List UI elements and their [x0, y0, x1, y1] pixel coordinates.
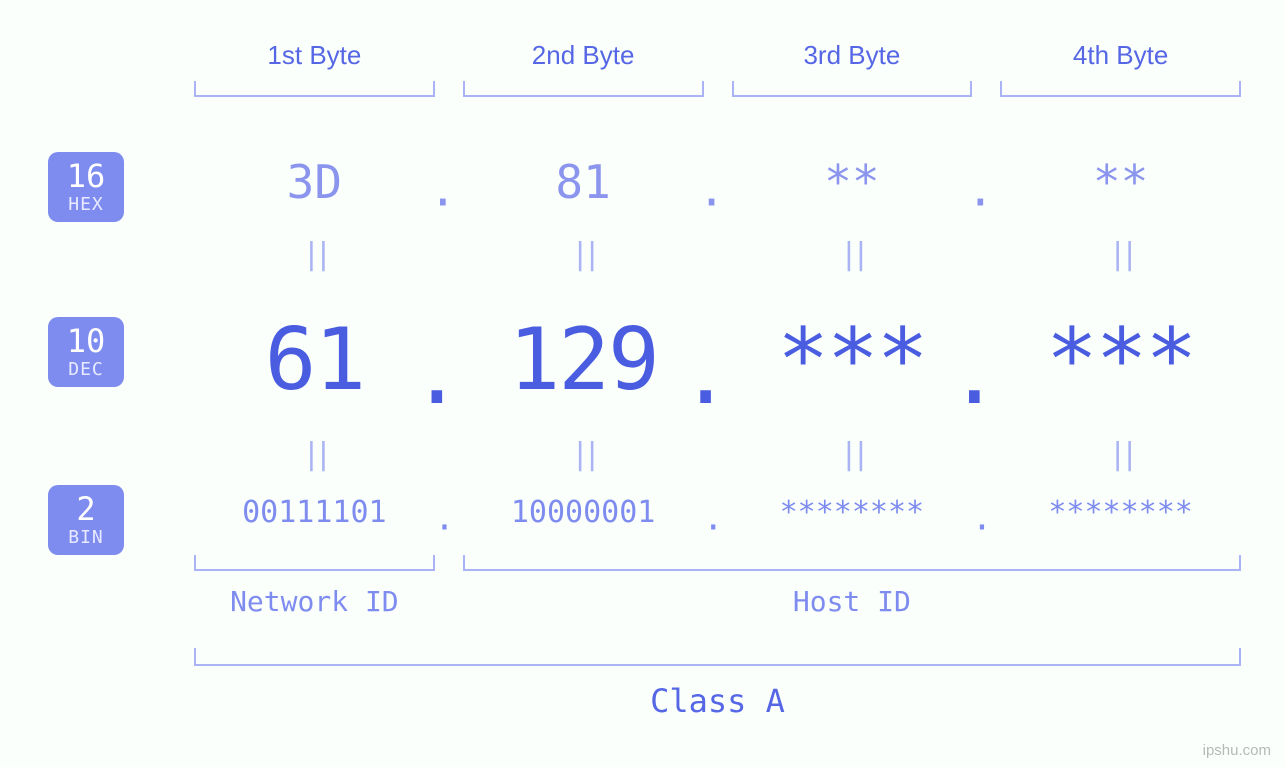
bracket-icon: [194, 81, 435, 97]
base-number: 16: [48, 160, 124, 192]
hex-octet-4: **: [986, 155, 1255, 209]
dec-octet-3: ***.: [718, 310, 987, 410]
bin-octet-3: ********.: [718, 495, 987, 530]
equals-icon: ||: [302, 437, 326, 472]
row-equals-1: || || || ||: [180, 237, 1255, 272]
bracket-icon: [463, 555, 1241, 571]
byte-header-label: 1st Byte: [180, 40, 449, 71]
hex-octet-1: 3D.: [180, 155, 449, 209]
base-number: 2: [48, 493, 124, 525]
base-label: DEC: [48, 359, 124, 381]
base-badge-hex: 16 HEX: [48, 152, 124, 222]
bracket-icon: [463, 81, 704, 97]
byte-header-1: 1st Byte: [180, 40, 449, 97]
base-label: BIN: [48, 527, 124, 549]
host-id-section: Host ID: [449, 555, 1255, 618]
network-id-label: Network ID: [180, 585, 449, 618]
byte-header-label: 3rd Byte: [718, 40, 987, 71]
equals-icon: ||: [571, 437, 595, 472]
bin-octet-4: ********: [986, 495, 1255, 530]
byte-header-3: 3rd Byte: [718, 40, 987, 97]
base-badge-dec: 10 DEC: [48, 317, 124, 387]
host-id-label: Host ID: [449, 585, 1255, 618]
bin-octet-1: 00111101.: [180, 495, 449, 530]
hex-octet-2: 81.: [449, 155, 718, 209]
bracket-icon: [194, 555, 435, 571]
base-number: 10: [48, 325, 124, 357]
byte-header-4: 4th Byte: [986, 40, 1255, 97]
byte-header-label: 2nd Byte: [449, 40, 718, 71]
network-id-section: Network ID: [180, 555, 449, 618]
base-label: HEX: [48, 194, 124, 216]
byte-header-label: 4th Byte: [986, 40, 1255, 71]
byte-headers: 1st Byte 2nd Byte 3rd Byte 4th Byte: [180, 40, 1255, 97]
row-hex: 3D. 81. **. **: [180, 155, 1255, 209]
dec-octet-4: ***: [986, 310, 1255, 410]
network-host-section: Network ID Host ID: [180, 555, 1255, 618]
dec-octet-2: 129.: [449, 310, 718, 410]
bin-octet-2: 10000001.: [449, 495, 718, 530]
equals-icon: ||: [302, 237, 326, 272]
row-equals-2: || || || ||: [180, 437, 1255, 472]
ip-class-label: Class A: [180, 682, 1255, 720]
equals-icon: ||: [571, 237, 595, 272]
row-dec: 61. 129. ***. ***: [180, 310, 1255, 410]
bracket-icon: [1000, 81, 1241, 97]
bracket-icon: [732, 81, 973, 97]
byte-header-2: 2nd Byte: [449, 40, 718, 97]
equals-icon: ||: [1109, 237, 1133, 272]
row-bin: 00111101. 10000001. ********. ********: [180, 495, 1255, 530]
dec-octet-1: 61.: [180, 310, 449, 410]
equals-icon: ||: [840, 437, 864, 472]
ip-class-section: Class A: [180, 648, 1255, 720]
bracket-icon: [194, 648, 1241, 666]
hex-octet-3: **.: [718, 155, 987, 209]
equals-icon: ||: [1109, 437, 1133, 472]
base-badge-bin: 2 BIN: [48, 485, 124, 555]
watermark: ipshu.com: [1203, 742, 1271, 759]
ip-diagram: 1st Byte 2nd Byte 3rd Byte 4th Byte 16 H…: [0, 0, 1285, 767]
equals-icon: ||: [840, 237, 864, 272]
